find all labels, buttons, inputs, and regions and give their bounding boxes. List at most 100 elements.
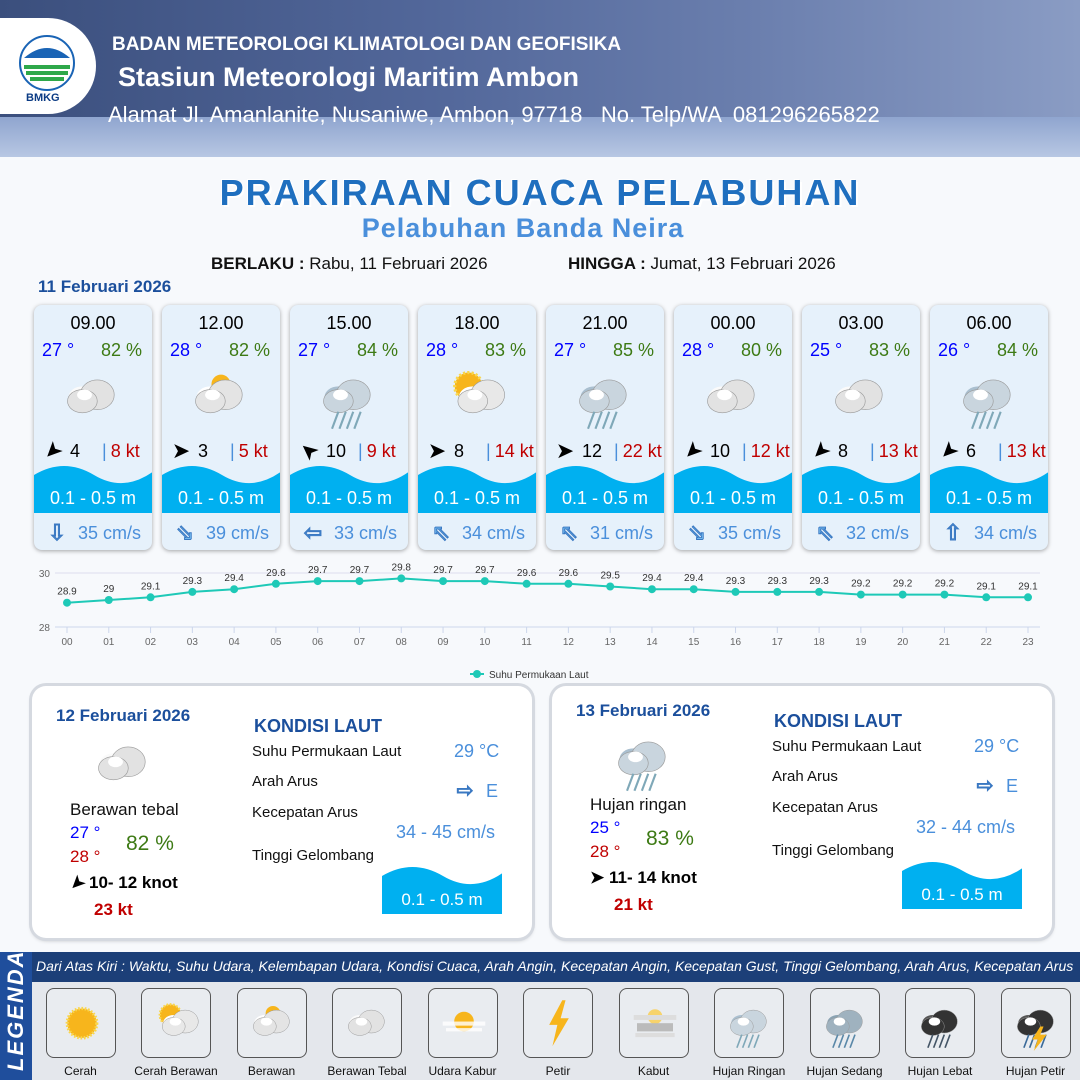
- data-label: 29.2: [851, 579, 871, 590]
- data-point: [522, 579, 531, 588]
- legend-item: Berawan: [224, 988, 319, 1078]
- data-label: 29.3: [726, 576, 746, 587]
- wind-direction-icon: ➤: [590, 868, 605, 887]
- wave-graphic: [290, 466, 408, 513]
- data-label: 29.7: [350, 565, 370, 576]
- gust-speed: 13 kt: [1006, 440, 1046, 461]
- legend-label: Berawan: [247, 1064, 296, 1078]
- weather-condition: Berawan tebal: [70, 800, 179, 819]
- port-name: Pelabuhan Banda Neira: [361, 213, 685, 243]
- wave-height: 0.1 - 0.5 m: [305, 488, 393, 508]
- data-point: [480, 577, 489, 586]
- hujan-petir-icon: [1000, 988, 1071, 1058]
- temp-max: 28 °: [590, 842, 621, 861]
- data-point: [271, 579, 280, 588]
- gust-speed: 13 kt: [878, 440, 918, 461]
- wave-graphic: [418, 466, 536, 513]
- legend-item: Hujan Ringan: [702, 988, 797, 1078]
- wind-speed: 10: [326, 440, 347, 461]
- legend-label: Petir: [545, 1064, 571, 1078]
- data-label: 29.3: [183, 576, 203, 587]
- berawan-tebal-icon: [84, 730, 164, 800]
- gust-speed: 21 kt: [614, 895, 653, 914]
- data-label: 29: [103, 584, 115, 595]
- x-tick-label: 06: [312, 637, 324, 648]
- x-tick-label: 03: [187, 637, 199, 648]
- current-speed: 35 cm/s: [78, 522, 142, 543]
- x-tick-label: 09: [437, 637, 449, 648]
- data-label: 29.6: [559, 568, 579, 579]
- x-tick-label: 19: [855, 637, 867, 648]
- temp-min: 25 °: [590, 818, 621, 837]
- berawan-tebal-icon: [826, 363, 896, 433]
- hujan-sedang-icon: [809, 988, 880, 1058]
- data-label: 29.6: [517, 568, 537, 579]
- current-row: ⇧ 34 cm/s: [940, 520, 1037, 546]
- x-tick-label: 17: [772, 637, 784, 648]
- wind-direction-icon: ➤: [171, 438, 191, 463]
- hujan-ringan-icon: [714, 988, 784, 1058]
- kabut-icon: [618, 988, 689, 1058]
- legend-description: Dari Atas Kiri : Waktu, Suhu Udara, Kele…: [32, 952, 1080, 982]
- x-tick-label: 21: [939, 637, 951, 648]
- data-point: [773, 587, 782, 596]
- data-point: [689, 585, 698, 594]
- current-direction-icon: ⇖: [559, 520, 579, 546]
- valid-from-label: BERLAKU :: [211, 254, 305, 273]
- humidity: 84 %: [356, 340, 398, 360]
- address: Alamat Jl. Amanlanite, Nusaniwe, Ambon, …: [108, 102, 880, 127]
- wind-speed: 8: [838, 440, 849, 461]
- air-temperature: 28 °: [426, 340, 459, 360]
- kecepatan-label: Kecepatan Arus: [252, 804, 358, 821]
- data-label: 29.1: [976, 581, 996, 592]
- forecast-card: 06.00 26 ° 84 % ➤ 6 | 13 kt 0.1 - 0.5 m ⇧ 34…: [930, 305, 1048, 550]
- wave-height: 0.1 - 0.5 m: [817, 488, 905, 508]
- humidity: 82 %: [228, 340, 270, 360]
- humidity: 84 %: [996, 340, 1038, 360]
- legend-item: Hujan Petir: [988, 988, 1080, 1078]
- x-tick-label: 00: [61, 637, 73, 648]
- data-label: 29.4: [642, 573, 662, 584]
- separator: |: [870, 440, 875, 461]
- y-tick-label: 28: [39, 623, 51, 634]
- current-direction-icon: ⇘: [175, 520, 195, 546]
- data-point: [982, 593, 991, 602]
- x-tick-label: 07: [354, 637, 366, 648]
- separator: |: [742, 440, 747, 461]
- legend-item: Hujan Sedang: [797, 988, 892, 1078]
- wind-row: ➤ 12 | 22 kt: [552, 438, 662, 464]
- humidity: 83 %: [868, 340, 910, 360]
- gust-speed: 14 kt: [494, 440, 534, 461]
- cerah-berawan-icon: [141, 988, 211, 1058]
- legend-label: Hujan Sedang: [806, 1064, 883, 1078]
- series-line: [66, 577, 1028, 604]
- current-direction-icon: ⇩: [47, 520, 67, 546]
- temp-max: 28 °: [70, 847, 101, 866]
- forecast-time: 12.00: [198, 313, 244, 333]
- current-speed: 39 cm/s: [206, 522, 270, 543]
- wind-row: ➤ 10- 12 knot: [66, 872, 178, 896]
- cerah-berawan-icon: [442, 363, 512, 433]
- gelombang-label: Tinggi Gelombang: [252, 847, 375, 864]
- x-tick-label: 23: [1022, 637, 1034, 648]
- sst-label: Suhu Permukaan Laut: [772, 738, 922, 755]
- humidity: 85 %: [612, 340, 654, 360]
- bmkg-logo: [19, 35, 75, 91]
- data-label: 29.6: [266, 568, 286, 579]
- org-name: BADAN METEOROLOGI KLIMATOLOGI DAN GEOFIS…: [112, 34, 622, 55]
- wave-height: 0.1 - 0.5 m: [561, 488, 649, 508]
- sst-value: 29 °C: [974, 736, 1020, 756]
- current-speed: 32 cm/s: [846, 522, 910, 543]
- forecast-card: 09.00 27 ° 82 % ➤ 4 | 8 kt 0.1 - 0.5 m ⇩ 35 …: [34, 305, 152, 550]
- wind-direction-icon: ➤: [427, 438, 447, 463]
- valid-to-label: HINGGA :: [568, 254, 646, 273]
- forecast-card: 18.00 28 ° 83 % ➤ 8 | 14 kt 0.1 - 0.5 m ⇖ 34…: [418, 305, 536, 550]
- panel-date: 12 Februari 2026: [56, 706, 191, 725]
- berawan-tebal-icon: [332, 988, 402, 1058]
- wind-speed: 8: [454, 440, 465, 461]
- current-direction: ⇨ E: [972, 773, 1018, 798]
- separator: |: [230, 440, 235, 461]
- current-direction-icon: ⇧: [943, 520, 963, 546]
- forecast-card: 03.00 25 ° 83 % ➤ 8 | 13 kt 0.1 - 0.5 m ⇖ 32…: [802, 305, 920, 550]
- hujan-ringan-icon: [314, 363, 384, 433]
